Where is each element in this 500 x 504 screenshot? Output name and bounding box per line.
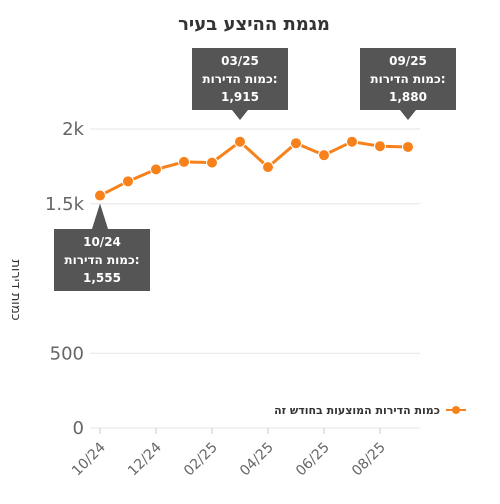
grid-lines (90, 128, 420, 429)
annotation-box (192, 48, 288, 110)
x-axis-ticks: 10/24 12/24 02/25 04/25 06/25 08/25 (69, 428, 389, 479)
legend-point-marker (452, 406, 460, 414)
annotation-label: כמות הדירות: (202, 72, 277, 86)
data-point[interactable] (94, 189, 106, 202)
y-tick-label: 2k (62, 119, 84, 140)
y-axis-label: כמות דירות (8, 259, 23, 320)
data-point[interactable] (122, 175, 134, 188)
x-tick-label: 04/25 (237, 440, 277, 480)
annotation-callout: 03/25 כמות הדירות: 1,915 (192, 48, 288, 120)
annotation-value: 1,880 (389, 90, 427, 104)
data-point[interactable] (206, 156, 218, 169)
annotation-date: 10/24 (83, 235, 121, 249)
data-point[interactable] (178, 155, 190, 168)
data-point[interactable] (318, 149, 330, 162)
annotation-value: 1,555 (83, 271, 121, 285)
y-axis-ticks: 0 500 1.5k 2k (45, 119, 85, 439)
data-point[interactable] (150, 163, 162, 176)
data-point[interactable] (402, 140, 414, 153)
y-tick-label: 500 (50, 343, 84, 364)
x-tick-label: 02/25 (181, 440, 221, 480)
annotation-box (360, 48, 456, 110)
annotation-date: 03/25 (221, 54, 259, 68)
data-point[interactable] (262, 161, 274, 174)
annotation-callout: 10/24 כמות הדירות: 1,555 (54, 203, 150, 291)
x-tick-label: 12/24 (125, 439, 165, 479)
data-point[interactable] (374, 140, 386, 153)
y-tick-label: 1.5k (45, 194, 85, 215)
data-point[interactable] (290, 137, 302, 150)
annotation-pointer (92, 203, 108, 229)
legend-item-label: כמות הדירות המוצעות בחודש זה (274, 404, 440, 417)
x-tick-label: 06/25 (293, 440, 333, 480)
data-point[interactable] (346, 135, 358, 148)
y-tick-label: 0 (73, 418, 84, 439)
legend[interactable]: כמות הדירות המוצעות בחודש זה (274, 404, 466, 417)
x-tick-label: 08/25 (349, 440, 389, 480)
annotation-box (54, 229, 150, 291)
chart-title: מגמת ההיצע בעיר (178, 14, 330, 35)
data-point[interactable] (234, 135, 246, 148)
annotation-pointer (232, 110, 248, 120)
annotation-callout: 09/25 כמות הדירות: 1,880 (360, 48, 456, 120)
series-line (99, 140, 409, 197)
data-points (94, 135, 414, 202)
x-tick-label: 10/24 (69, 439, 109, 479)
annotation-label: כמות הדירות: (64, 253, 139, 267)
annotation-label: כמות הדירות: (370, 72, 445, 86)
annotation-pointer (400, 110, 416, 120)
annotation-value: 1,915 (221, 90, 259, 104)
annotation-date: 09/25 (389, 54, 427, 68)
